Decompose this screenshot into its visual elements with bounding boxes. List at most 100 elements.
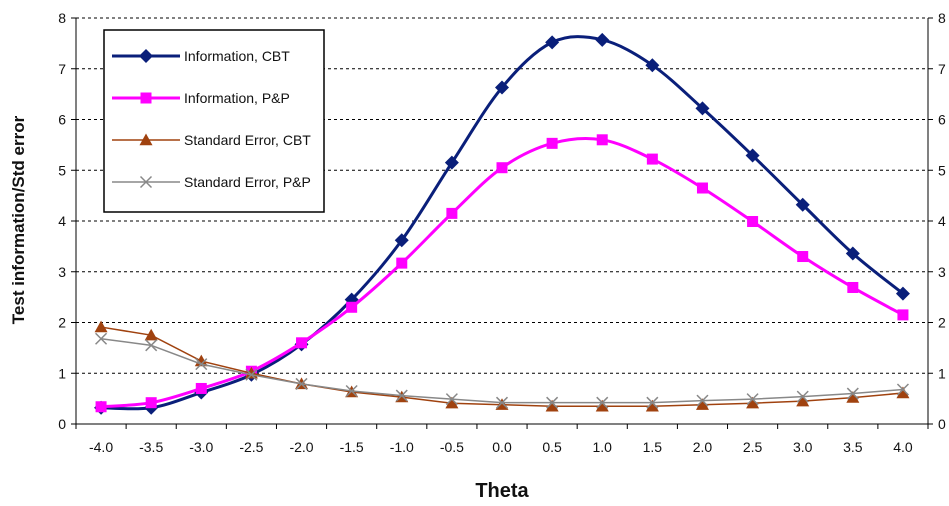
- data-point: [795, 197, 810, 212]
- x-marker-stroke: [395, 389, 408, 402]
- y-tick-label: 6: [58, 112, 66, 128]
- data-point: [245, 368, 258, 381]
- y-tick-label: 0: [58, 416, 66, 432]
- x-tick-label: 2.5: [743, 439, 763, 455]
- y-tick-label: 7: [58, 61, 66, 77]
- x-axis-title: Theta: [475, 480, 529, 502]
- data-point: [495, 80, 509, 95]
- data-point: [897, 309, 909, 321]
- data-point: [846, 391, 860, 403]
- series-line: [100, 326, 904, 407]
- data-point: [445, 396, 459, 409]
- data-point: [495, 396, 509, 409]
- data-point: [645, 58, 660, 73]
- y2-tick-label: 7: [938, 61, 946, 77]
- data-point: [295, 377, 308, 390]
- legend: Information, CBT Information, P&P Standard…: [103, 29, 325, 213]
- data-point: [747, 216, 759, 228]
- x-marker-stroke: [195, 358, 208, 371]
- x-marker-stroke: [696, 394, 709, 407]
- data-point: [546, 396, 559, 409]
- data-point: [396, 257, 408, 269]
- y-tick-label: 2: [58, 315, 66, 331]
- y2-tick-label: 5: [938, 162, 946, 178]
- x-marker-stroke: [846, 387, 859, 400]
- data-point: [496, 162, 508, 174]
- data-point: [695, 101, 710, 116]
- data-point: [296, 337, 308, 349]
- data-point: [545, 399, 559, 412]
- y-tick-label: 1: [58, 365, 66, 381]
- x-marker-stroke: [445, 393, 458, 406]
- x-marker-stroke: [95, 332, 108, 345]
- data-point: [95, 332, 108, 345]
- data-point: [395, 389, 408, 402]
- x-tick-label: 0.5: [542, 439, 562, 455]
- grid-lines: [76, 17, 928, 374]
- data-point: [646, 396, 659, 409]
- x-tick-label: 1.0: [593, 439, 613, 455]
- legend-swatch-marker: [139, 49, 153, 63]
- x-tick-label: 1.5: [643, 439, 663, 455]
- legend-swatch-marker: [140, 92, 152, 104]
- series-3: [95, 332, 909, 409]
- data-point: [696, 394, 709, 407]
- x-tick-label: -1.5: [340, 439, 364, 455]
- data-point: [95, 401, 107, 413]
- y-tick-label: 5: [58, 162, 66, 178]
- data-point: [696, 182, 708, 194]
- legend-label: Information, CBT: [184, 48, 290, 64]
- data-point: [646, 153, 658, 165]
- data-point: [695, 398, 709, 410]
- data-point: [847, 281, 859, 293]
- x-marker-stroke: [295, 377, 308, 390]
- data-point: [195, 358, 208, 371]
- series-line: [100, 337, 904, 404]
- y-tick-label: 8: [58, 10, 66, 26]
- x-tick-label: -2.0: [289, 439, 313, 455]
- data-point: [746, 393, 759, 406]
- x-tick-label: -3.0: [189, 439, 213, 455]
- data-point: [145, 397, 157, 409]
- data-series: [94, 32, 910, 415]
- x-marker-stroke: [495, 396, 509, 409]
- legend-swatch-marker: [139, 175, 153, 189]
- x-tick-label: -1.0: [390, 439, 414, 455]
- data-point: [745, 148, 760, 163]
- data-point: [94, 320, 108, 333]
- x-tick-label: -2.5: [239, 439, 263, 455]
- x-tick-label: 0.0: [492, 439, 512, 455]
- data-point: [845, 246, 860, 261]
- x-tick-label: 4.0: [893, 439, 913, 455]
- y2-tick-label: 0: [938, 416, 946, 432]
- data-point: [846, 387, 859, 400]
- data-point: [144, 328, 158, 341]
- data-point: [596, 396, 609, 409]
- legend-swatch-marker: [139, 133, 153, 146]
- data-point: [195, 382, 207, 394]
- data-point: [796, 394, 810, 407]
- data-point: [746, 396, 760, 409]
- legend-label: Information, P&P: [184, 90, 290, 106]
- x-tick-label: 3.0: [793, 439, 813, 455]
- data-point: [145, 339, 158, 352]
- x-marker-stroke: [746, 393, 759, 406]
- data-point: [446, 207, 458, 219]
- data-point: [895, 286, 910, 301]
- x-tick-label: 2.0: [693, 439, 713, 455]
- y2-tick-label: 1: [938, 365, 946, 381]
- data-point: [595, 399, 609, 412]
- x-marker-stroke: [139, 175, 153, 189]
- x-marker-stroke: [896, 383, 909, 396]
- x-marker-stroke: [596, 396, 609, 409]
- data-point: [796, 390, 809, 403]
- y2-tick-label: 8: [938, 10, 946, 26]
- data-point: [345, 384, 358, 398]
- data-point: [545, 35, 560, 50]
- data-point: [896, 383, 909, 396]
- x-marker-stroke: [345, 384, 358, 398]
- data-point: [797, 251, 809, 263]
- x-marker-stroke: [796, 390, 809, 403]
